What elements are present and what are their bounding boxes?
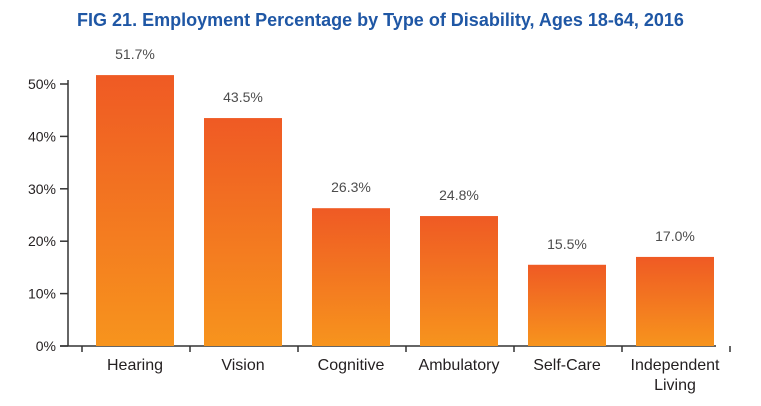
bar-vision bbox=[204, 118, 282, 346]
value-label: 24.8% bbox=[439, 187, 479, 203]
bars bbox=[96, 75, 714, 346]
category-label: Independent Living bbox=[631, 357, 721, 394]
value-label: 15.5% bbox=[547, 236, 587, 252]
y-tick-label: 30% bbox=[28, 181, 56, 197]
bar-hearing bbox=[96, 75, 174, 346]
labels: 0% 10% 20% 30% 40% 50% 51.7% Hearing 43.5% Vision… bbox=[28, 46, 720, 394]
value-label: 17.0% bbox=[655, 228, 695, 244]
y-tick-label: 10% bbox=[28, 286, 56, 302]
bar-independent-living bbox=[636, 256, 714, 346]
value-label: 26.3% bbox=[331, 179, 371, 195]
category-label: Ambulatory bbox=[419, 357, 500, 374]
category-label: Cognitive bbox=[318, 357, 385, 374]
bar-self-care bbox=[528, 264, 606, 346]
value-label: 43.5% bbox=[223, 89, 263, 105]
bar-ambulatory bbox=[420, 216, 498, 346]
category-label: Hearing bbox=[107, 357, 163, 374]
chart-title: FIG 21. Employment Percentage by Type of… bbox=[77, 10, 684, 30]
y-tick-label: 20% bbox=[28, 233, 56, 249]
category-label: Self-Care bbox=[533, 357, 601, 374]
y-tick-label: 40% bbox=[28, 128, 56, 144]
bar-cognitive bbox=[312, 208, 390, 346]
y-tick-label: 50% bbox=[28, 76, 56, 92]
value-label: 51.7% bbox=[115, 46, 155, 62]
y-tick-label: 0% bbox=[36, 338, 56, 354]
category-label: Vision bbox=[221, 357, 264, 374]
